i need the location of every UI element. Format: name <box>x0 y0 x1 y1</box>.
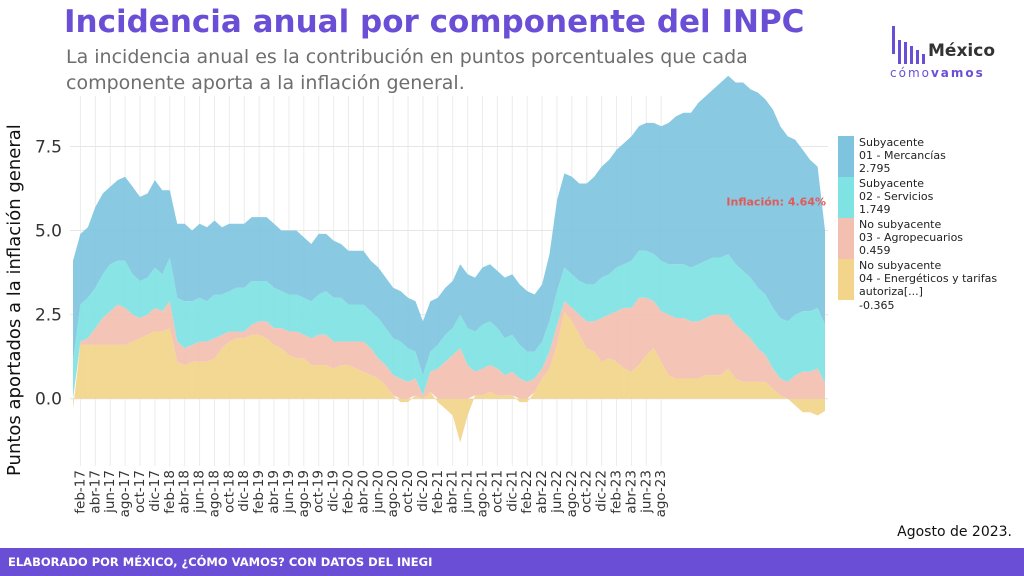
x-tick-label: abr-22 <box>534 470 550 514</box>
y-tick-label: 2.5 <box>35 306 62 326</box>
legend-item: Subyacente 01 - Mercancías 2.795 <box>838 136 1018 177</box>
x-tick-label: abr-21 <box>445 470 461 514</box>
x-tick-label: dic-20 <box>415 470 431 512</box>
legend-swatch <box>838 177 854 218</box>
legend-label: Subyacente 02 - Servicios 1.749 <box>859 177 934 217</box>
x-tick-label: feb-22 <box>519 470 535 514</box>
legend-swatch <box>838 136 854 177</box>
chart-title: Incidencia anual por componente del INPC <box>64 4 805 40</box>
x-tick-label: ago-23 <box>653 470 669 517</box>
x-tick-label: abr-18 <box>177 470 193 514</box>
x-tick-label: oct-19 <box>311 470 327 513</box>
x-tick-label: jun-23 <box>638 470 654 514</box>
y-tick-label: 7.5 <box>35 137 62 157</box>
x-tick-label: jun-18 <box>192 470 208 514</box>
x-tick-label: jun-22 <box>549 470 565 514</box>
x-tick-label: feb-18 <box>162 470 178 514</box>
legend-swatch <box>838 259 854 300</box>
x-tick-label: dic-17 <box>147 470 163 512</box>
legend-label: Subyacente 01 - Mercancías 2.795 <box>859 136 946 176</box>
legend-item: Subyacente 02 - Servicios 1.749 <box>838 177 1018 218</box>
legend-swatch <box>838 218 854 259</box>
x-tick-label: feb-23 <box>609 470 625 514</box>
x-tick-label: dic-21 <box>504 470 520 512</box>
legend-label: No subyacente 03 - Agropecuarios 0.459 <box>859 218 964 258</box>
x-tick-label: oct-17 <box>132 470 148 513</box>
x-tick-label: feb-20 <box>340 470 356 514</box>
logo-bars-icon <box>890 24 950 64</box>
legend-item: No subyacente 03 - Agropecuarios 0.459 <box>838 218 1018 259</box>
x-tick-label: dic-18 <box>236 470 252 512</box>
x-tick-label: abr-19 <box>266 470 282 514</box>
x-tick-label: oct-22 <box>579 470 595 513</box>
y-tick-label: 0.0 <box>35 390 62 410</box>
y-tick-label: 5.0 <box>35 222 62 242</box>
x-tick-label: feb-19 <box>251 470 267 514</box>
area-series-4 <box>73 75 825 376</box>
inflation-annotation: Inflación: 4.64% <box>726 195 826 208</box>
area-series-2 <box>73 297 825 399</box>
x-tick-label: feb-17 <box>72 470 88 514</box>
x-tick-label: oct-18 <box>221 470 237 513</box>
area-series-1 <box>73 311 825 443</box>
x-tick-label: ago-21 <box>475 470 491 517</box>
x-tick-label: jun-20 <box>370 470 386 514</box>
stacked-area-chart: 0.02.55.07.5feb-17abr-17jun-17ago-17oct-… <box>35 75 828 517</box>
x-tick-label: ago-22 <box>564 470 580 517</box>
x-tick-label: jun-21 <box>460 470 476 514</box>
x-tick-label: jun-17 <box>102 470 118 514</box>
chart-legend: Subyacente 01 - Mercancías 2.795 Subyacente… <box>838 136 1018 312</box>
footer-banner: ELABORADO POR MÉXICO, ¿CÓMO VAMOS? CON D… <box>0 548 1024 576</box>
x-tick-label: abr-17 <box>87 470 103 514</box>
x-tick-label: ago-20 <box>385 470 401 517</box>
x-tick-label: dic-22 <box>594 470 610 512</box>
x-tick-label: jun-19 <box>281 470 297 514</box>
x-tick-label: abr-20 <box>355 470 371 514</box>
x-tick-label: ago-19 <box>296 470 312 517</box>
chart-subtitle: La incidencia anual es la contribución e… <box>66 46 748 94</box>
area-series-3 <box>73 250 825 399</box>
legend-label: No subyacente 04 - Energéticos y tarifas … <box>859 259 998 312</box>
x-tick-label: oct-20 <box>400 470 416 513</box>
legend-item: No subyacente 04 - Energéticos y tarifas … <box>838 259 1018 312</box>
logo-word: México <box>928 41 995 61</box>
logo-subword: cómovamos <box>890 66 985 80</box>
x-tick-label: abr-23 <box>623 470 639 514</box>
x-tick-label: oct-21 <box>489 470 505 513</box>
x-tick-label: ago-18 <box>206 470 222 517</box>
x-tick-label: dic-19 <box>326 470 342 512</box>
mexico-como-vamos-logo: México cómovamos <box>890 24 1000 84</box>
footer-text: ELABORADO POR MÉXICO, ¿CÓMO VAMOS? CON D… <box>8 555 433 569</box>
x-tick-label: feb-21 <box>430 470 446 514</box>
x-tick-label: ago-17 <box>117 470 133 517</box>
date-note: Agosto de 2023. <box>897 524 1012 540</box>
